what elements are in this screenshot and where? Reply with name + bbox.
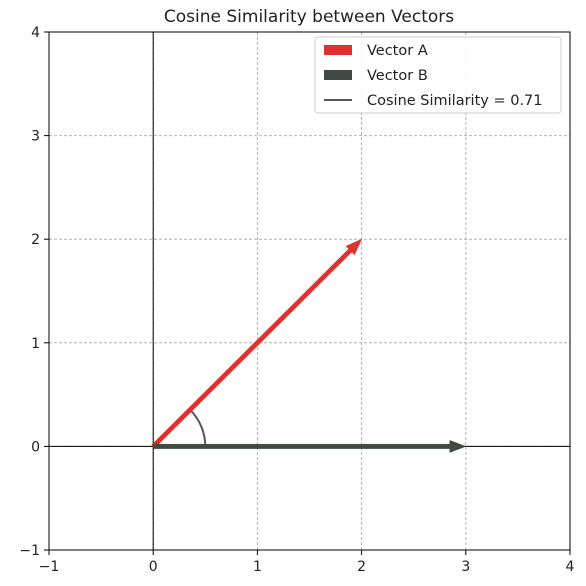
- legend-label-vector-a: Vector A: [367, 43, 428, 59]
- angle-arc: [189, 409, 207, 447]
- x-tick-label: 1: [253, 559, 262, 575]
- y-tick-label: 0: [31, 439, 40, 455]
- legend-swatch-vector-a: [324, 45, 352, 55]
- y-tick-label: 4: [31, 25, 40, 41]
- vector-a-arrow: [151, 238, 363, 449]
- legend: Vector A Vector B Cosine Similarity = 0.…: [314, 36, 562, 114]
- chart-title: Cosine Similarity between Vectors: [164, 7, 454, 27]
- legend-label-vector-b: Vector B: [367, 68, 428, 84]
- legend-label-cosine: Cosine Similarity = 0.71: [367, 93, 543, 109]
- y-tick-label: 3: [31, 129, 40, 145]
- legend-swatch-vector-b: [324, 70, 352, 80]
- angle-arc-layer: [189, 409, 207, 447]
- x-tick-label: −1: [39, 559, 60, 575]
- x-tick-label: 4: [566, 559, 575, 575]
- y-tick-label: 1: [31, 336, 40, 352]
- x-tick-label: 3: [461, 559, 470, 575]
- y-tick-label: 2: [31, 232, 40, 248]
- x-tick-label: 2: [357, 559, 366, 575]
- vector-b-arrow: [152, 440, 467, 453]
- vectors: [151, 238, 467, 453]
- ticks: −1 0 1 2 3 4 −1 0 1 2 3 4: [19, 25, 574, 575]
- legend-box: [314, 36, 562, 114]
- plot-frame: [48, 31, 571, 551]
- y-tick-label: −1: [19, 543, 40, 559]
- x-tick-label: 0: [149, 559, 158, 575]
